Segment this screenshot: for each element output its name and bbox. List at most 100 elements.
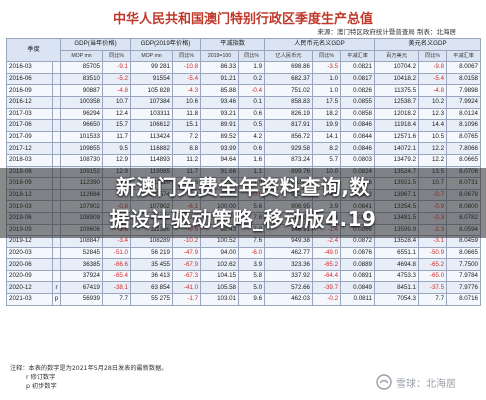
table-cell: 116882 (130, 142, 173, 155)
header-period: 季度 (6, 37, 61, 63)
table-cell: 94.64 (200, 153, 240, 167)
subheader-cell: 同比% (102, 49, 131, 63)
table-cell: 8.1096 (446, 119, 482, 132)
table-cell: 7.9776 (446, 281, 482, 295)
table-cell: 85705 (60, 61, 103, 74)
table-cell: 99 281 (130, 61, 173, 74)
table-cell: 6551.1 (374, 246, 420, 260)
table-cell: 4753.3 (374, 269, 420, 283)
table-cell: 56 219 (130, 246, 173, 260)
row-flag (52, 269, 61, 283)
table-cell: 3.9 (238, 258, 266, 271)
watermark-text: 雪球：北海居 (396, 378, 456, 390)
table-cell: 826.19 (264, 107, 314, 121)
table-cell: 102.62 (200, 258, 240, 271)
table-cell: 96650 (60, 119, 103, 132)
subheader-cell: 同比% (418, 49, 448, 63)
table-cell: -0.4 (238, 84, 266, 97)
row-flag: r (52, 281, 61, 295)
table-cell: 7.9898 (446, 84, 482, 97)
table-cell: 12.2 (418, 153, 448, 167)
table-cell: 89.91 (200, 119, 240, 132)
table-cell: 0.0811 (340, 293, 376, 306)
subheader-cell: 同比% (238, 49, 266, 63)
table-cell: 682.37 (264, 72, 314, 86)
subheader-cell: 亿人民币元 (264, 49, 314, 63)
table-cell: 14.1 (312, 130, 342, 144)
table-cell: 7.7500 (446, 258, 482, 271)
table-cell: 0.0846 (340, 142, 376, 155)
table-cell: 108289 (130, 235, 173, 248)
table-cell: 8.0765 (446, 130, 482, 144)
table-cell: 8.0665 (446, 246, 482, 260)
table-cell: 0.0821 (340, 61, 376, 74)
table-cell: 10704.2 (374, 61, 420, 74)
table-cell: 462.77 (264, 246, 314, 260)
table-cell: 0.5 (238, 119, 266, 132)
table-cell: 12018.2 (374, 107, 420, 121)
table-cell: 12538.7 (374, 95, 420, 109)
table-cell: 114893 (130, 153, 173, 167)
table-cell: 36385 (60, 258, 103, 271)
row-period: 2016-03 (6, 61, 53, 74)
table-cell: 15.7 (102, 119, 131, 132)
row-period: 2017-03 (6, 107, 53, 121)
table-cell: 19.9 (312, 119, 342, 132)
row-flag (52, 153, 61, 167)
table-row: 2018-03 108730 12.9 114893 11.2 94.64 1.6 873.2… (6, 153, 482, 167)
table-cell: 1.6 (238, 153, 266, 167)
source-note: 来源：澳门特区政府统计暨普查局 制表：北海居 (317, 28, 456, 36)
table-cell: -65.4 (102, 269, 131, 283)
table-cell: 0.0876 (340, 246, 376, 260)
row-flag (52, 119, 61, 132)
row-flag (52, 142, 61, 155)
subheader-cell: 平减汇率 (340, 49, 376, 63)
table-cell: 856.72 (264, 130, 314, 144)
table-cell: -0.2 (312, 293, 342, 306)
table-cell: 12.4 (102, 107, 131, 121)
table-cell: -9.1 (102, 61, 131, 74)
table-row: 2016-12 100358 10.7 107384 10.6 93.46 0.1 858.8… (6, 95, 482, 109)
table-cell: 90887 (60, 84, 103, 97)
table-cell: 8.2 (312, 142, 342, 155)
header-gdp-2019: GDP(2019年价格) (129, 38, 202, 51)
table-cell: 93.99 (200, 142, 240, 155)
table-cell: 0.6 (238, 142, 266, 155)
table-cell: -1.7 (171, 293, 202, 306)
table-cell: 105.58 (200, 281, 240, 295)
table-cell: 14072.1 (374, 142, 420, 155)
row-period: 2016-06 (6, 72, 53, 86)
row-period: 2020-12 (6, 281, 53, 295)
table-cell: 103311 (130, 107, 173, 121)
table-cell: 873.24 (264, 153, 314, 167)
row-period: 2016-09 (6, 84, 53, 97)
table-cell: 12.3 (418, 107, 448, 121)
table-cell: 12.9 (102, 153, 131, 167)
footnote-main: 注释：本表的数字是为2021年5月28日发表的最新数据。 (10, 365, 168, 372)
table-cell: 0.2 (238, 72, 266, 86)
table-cell: 89.52 (200, 130, 240, 144)
table-cell: 9.5 (102, 142, 131, 155)
table-cell: -51.0 (102, 246, 131, 260)
table-cell: -37.5 (418, 281, 448, 295)
snowball-icon (376, 374, 392, 390)
row-flag (52, 61, 61, 74)
table-cell: 63 854 (130, 281, 173, 295)
table-row: 2020-12 r 67419 -38.1 63 854 -41.0 105.58 5.0 57… (6, 281, 482, 295)
table-cell: 8.0124 (446, 107, 482, 121)
table-cell: 7054.3 (374, 293, 420, 306)
subheader-cell: 平减汇率 (446, 49, 482, 63)
table-cell: 10.2 (418, 95, 448, 109)
table-cell: 0.0891 (340, 269, 376, 283)
overlay-text-line-2: 据设计驱动策略_移动版4.19 (109, 207, 377, 231)
table-cell: 1.9 (238, 61, 266, 74)
table-cell: 15.1 (171, 119, 202, 132)
table-row: 2016-09 90887 -4.8 105 828 -4.3 85.88 -0.4 751.… (6, 84, 482, 97)
table-row: 2019-12 108847 -3.4 108289 -10.2 100.52 7.6 949… (6, 235, 482, 248)
page-title: 中华人民共和国澳门特别行政区季度生产总值 (112, 12, 373, 27)
table-cell: 100358 (60, 95, 103, 109)
table-cell: 7.8066 (446, 142, 482, 155)
row-flag (52, 95, 61, 109)
table-cell: 67419 (60, 281, 103, 295)
table-cell: 0.0803 (340, 153, 376, 167)
